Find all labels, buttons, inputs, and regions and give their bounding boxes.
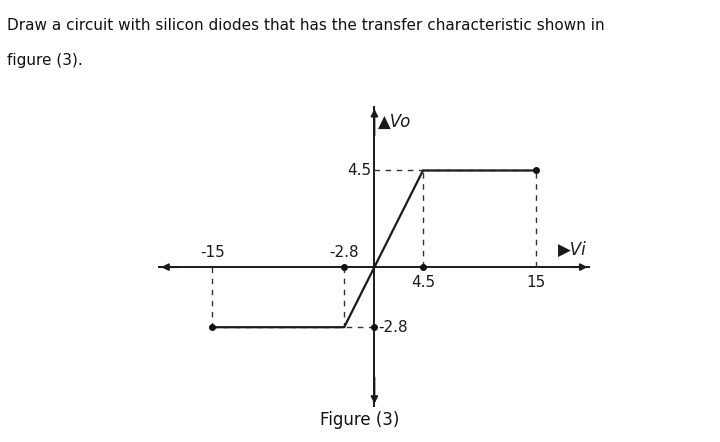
Text: -2.8: -2.8 [379, 320, 408, 335]
Text: Figure (3): Figure (3) [320, 411, 400, 429]
Text: Draw a circuit with silicon diodes that has the transfer characteristic shown in: Draw a circuit with silicon diodes that … [7, 18, 605, 33]
Text: figure (3).: figure (3). [7, 53, 83, 68]
Text: -15: -15 [200, 244, 225, 259]
Text: -2.8: -2.8 [329, 244, 359, 259]
Text: 4.5: 4.5 [411, 274, 435, 290]
Text: 15: 15 [527, 274, 546, 290]
Text: ▲Vo: ▲Vo [377, 113, 411, 130]
Text: ▶Vi: ▶Vi [559, 240, 588, 259]
Text: 4.5: 4.5 [347, 163, 372, 178]
